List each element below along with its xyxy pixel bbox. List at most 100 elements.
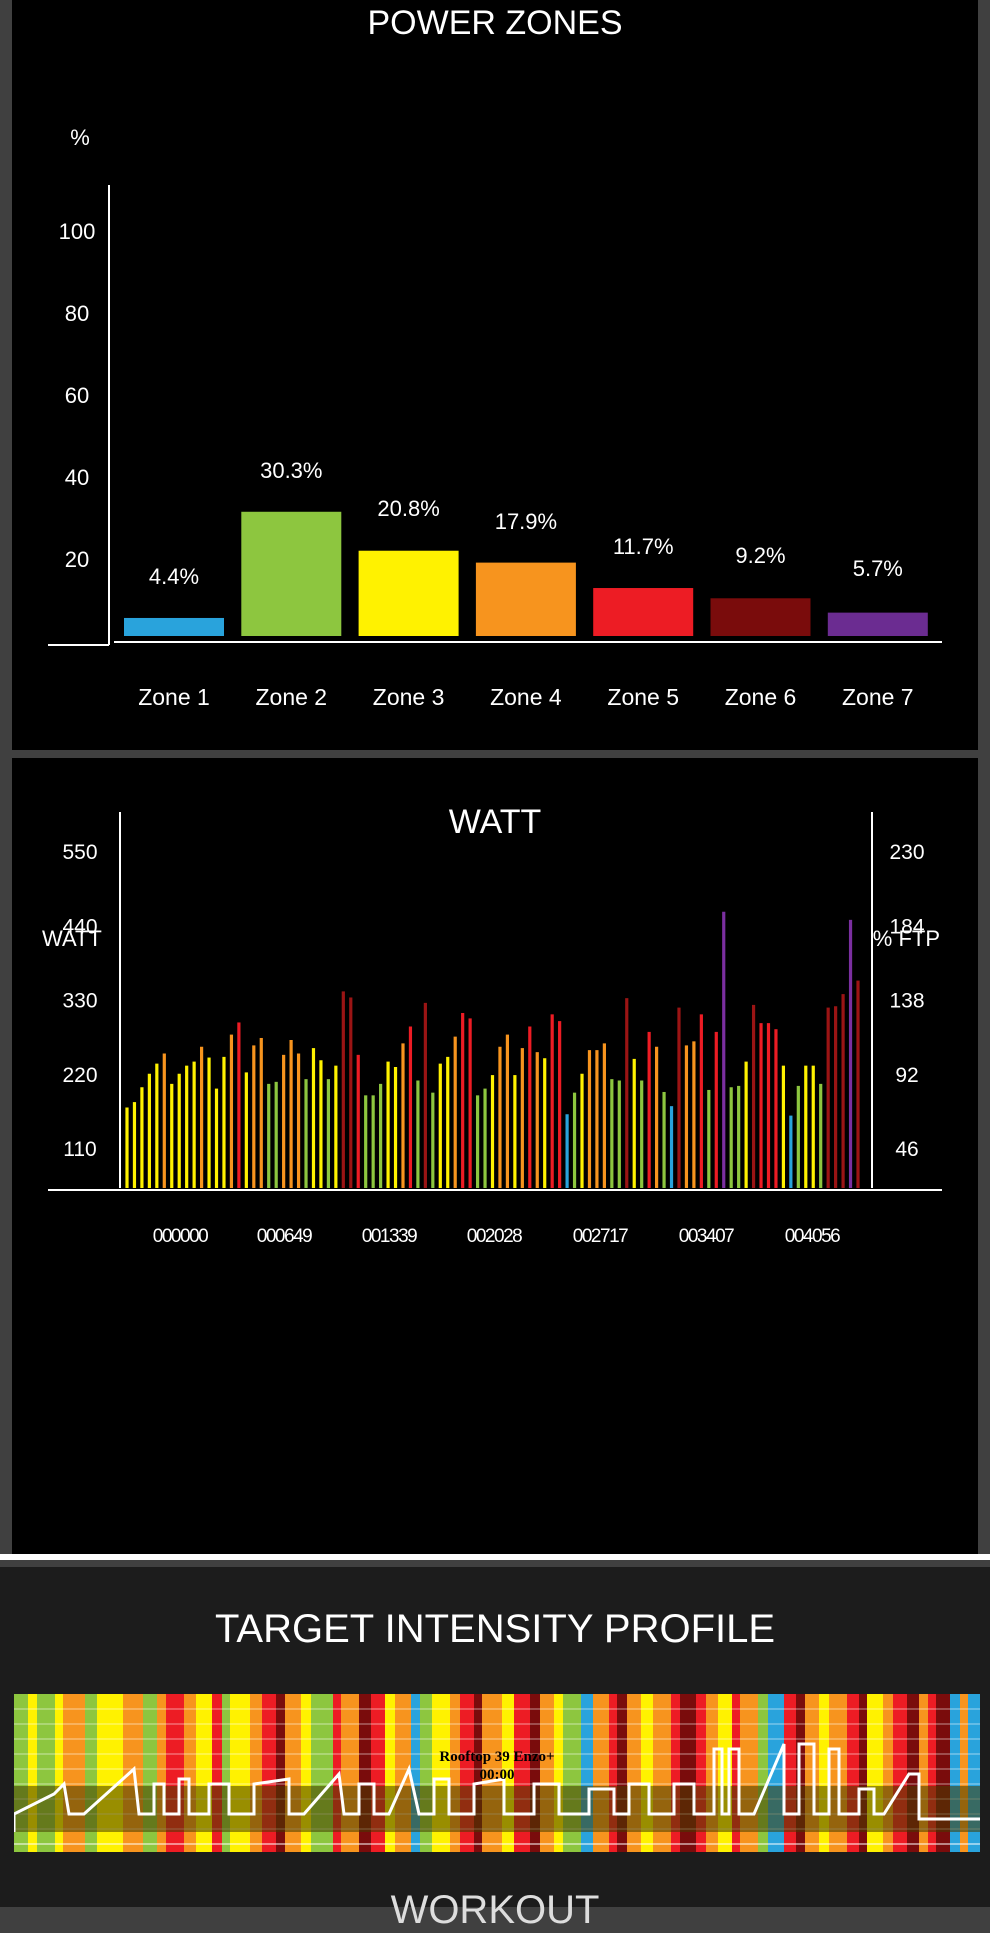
watt-bar [587, 1050, 592, 1188]
profile-zone-stripe [883, 1694, 894, 1852]
watt-bar [647, 1031, 651, 1188]
watt-bar [446, 1056, 450, 1188]
watt-bar [431, 1092, 435, 1188]
watt-bar [334, 1065, 338, 1188]
profile-zone-stripe [554, 1694, 564, 1852]
watt-bar [781, 1065, 786, 1188]
watt-bar [468, 1018, 472, 1188]
watt-bar [848, 919, 853, 1188]
zone-bar [124, 617, 224, 636]
watt-bar [349, 997, 353, 1188]
watt-bar [274, 1081, 278, 1188]
y-tick-label-right: 138 [889, 990, 924, 1013]
profile-zone-stripe [28, 1694, 38, 1852]
watt-bar [155, 1063, 159, 1188]
watt-bar [453, 1036, 457, 1188]
zone-bar [710, 598, 811, 636]
watt-bar [595, 1050, 599, 1188]
watt-bar [625, 998, 629, 1188]
y-tick-label-right: 184 [889, 915, 924, 938]
zone-data-label: 20.8% [377, 496, 439, 521]
watt-bar [528, 1026, 532, 1188]
watt-bar [841, 994, 845, 1188]
watt-bar [737, 1085, 741, 1188]
watt-bar [505, 1034, 510, 1188]
watt-bar [572, 1092, 577, 1188]
watt-bar [311, 1048, 316, 1188]
watt-bar [423, 1002, 427, 1188]
watt-bar [580, 1073, 584, 1188]
x-tick-label: 002717 [573, 1226, 628, 1247]
zone-data-label: 30.3% [260, 458, 322, 483]
watt-bar [319, 1060, 323, 1188]
watt-bar [237, 1022, 241, 1188]
power-zones-panel: POWER ZONES % 20 40 60 80 100 4.4% Zone 1 30.3% Z… [12, 0, 978, 750]
zone-data-label: 4.4% [149, 564, 199, 589]
watt-bar [244, 1072, 248, 1188]
watt-bar [677, 1007, 681, 1188]
watt-bar [356, 1054, 360, 1188]
watt-bar [199, 1046, 204, 1188]
x-tick-label: 001339 [362, 1226, 417, 1247]
profile-zone-stripe [960, 1694, 969, 1852]
watt-bar [766, 1023, 771, 1188]
section-divider [0, 1554, 990, 1560]
watt-bar [326, 1079, 330, 1188]
profile-zone-stripe [212, 1694, 223, 1852]
watt-bar [669, 1106, 674, 1188]
watt-bar [655, 1046, 659, 1188]
y-tick-label-right: 92 [895, 1064, 918, 1087]
watt-bar [617, 1080, 621, 1188]
x-tick-label: 000000 [153, 1226, 208, 1247]
y-tick-label: 80 [65, 301, 89, 326]
watt-bar [498, 1046, 502, 1188]
watt-bar [170, 1083, 174, 1188]
profile-zone-stripe [950, 1694, 961, 1852]
intensity-profile-graphic [14, 1694, 980, 1852]
profile-zone-stripe [450, 1694, 461, 1852]
watt-bar [475, 1095, 480, 1188]
watt-bar [729, 1087, 733, 1188]
workout-section-heading: WORKOUT [390, 1888, 600, 1932]
watt-bar [640, 1080, 644, 1188]
zone-category-label: Zone 5 [607, 684, 679, 710]
watt-bar [177, 1073, 181, 1188]
y-tick-label: 60 [65, 383, 89, 408]
watt-bar [535, 1052, 539, 1188]
watt-bar [304, 1079, 308, 1188]
power-zones-title: POWER ZONES [367, 4, 623, 42]
profile-zone-stripe [113, 1694, 124, 1852]
y-tick-label: 40 [65, 465, 89, 490]
watt-bar [438, 1063, 442, 1188]
zone-category-label: Zone 6 [725, 684, 797, 710]
workout-time: 00:00 [479, 1767, 515, 1783]
y-tick-label-left: 440 [62, 915, 97, 938]
profile-zone-stripe [928, 1694, 937, 1852]
profile-zone-stripe [758, 1694, 769, 1852]
profile-target-line [14, 1742, 980, 1832]
profile-zone-stripe [474, 1694, 483, 1852]
zone-category-label: Zone 1 [138, 684, 210, 710]
watt-bar [714, 1031, 718, 1188]
watt-bar [379, 1083, 383, 1188]
watt-bar [140, 1087, 144, 1188]
watt-bar [185, 1065, 189, 1188]
watt-bar [490, 1075, 495, 1188]
profile-zone-stripe [796, 1694, 806, 1852]
zone-data-label: 17.9% [495, 509, 557, 534]
watt-bar [147, 1073, 151, 1188]
zone-bar [475, 562, 576, 636]
watt-bar [789, 1115, 793, 1188]
watt-bar [296, 1053, 301, 1188]
watt-bar [699, 1014, 703, 1188]
zone-category-label: Zone 4 [490, 684, 562, 710]
watt-bar [416, 1080, 420, 1188]
watt-bar [125, 1107, 129, 1188]
zone-bar [593, 588, 694, 636]
profile-zone-stripe [919, 1694, 929, 1852]
profile-zone-stripe [859, 1694, 868, 1852]
watt-bar [796, 1085, 800, 1188]
watt-bar [774, 1029, 778, 1188]
zone-bar [241, 511, 342, 636]
watt-bar [558, 1021, 562, 1188]
